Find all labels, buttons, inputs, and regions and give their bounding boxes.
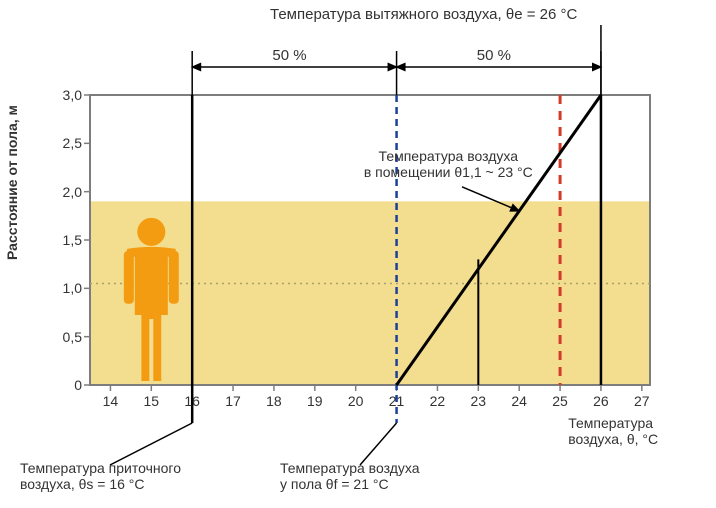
- x-tick-label: 22: [422, 393, 452, 409]
- y-tick-label: 0,5: [42, 329, 82, 345]
- x-tick-label: 23: [463, 393, 493, 409]
- x-tick-label: 16: [177, 393, 207, 409]
- x-tick-label: 20: [341, 393, 371, 409]
- room-temp-label: Температура воздухав помещении θ1,1 ~ 23…: [364, 148, 533, 180]
- y-tick-label: 2,0: [42, 184, 82, 200]
- y-tick-label: 0: [42, 377, 82, 393]
- x-tick-label: 19: [300, 393, 330, 409]
- x-tick-label: 26: [586, 393, 616, 409]
- leader-supply: [110, 423, 192, 465]
- y-tick-label: 2,5: [42, 135, 82, 151]
- x-tick-label: 25: [545, 393, 575, 409]
- y-axis-label: Расстояние от пола, м: [4, 105, 20, 260]
- y-tick-label: 3,0: [42, 87, 82, 103]
- y-tick-label: 1,0: [42, 280, 82, 296]
- exhaust-title: Температура вытяжного воздуха, θe = 26 °…: [270, 6, 577, 23]
- x-tick-label: 24: [504, 393, 534, 409]
- x-tick-label: 21: [382, 393, 412, 409]
- span-left-label: 50 %: [272, 47, 306, 64]
- y-tick-label: 1,5: [42, 232, 82, 248]
- x-tick-label: 15: [136, 393, 166, 409]
- x-tick-label: 18: [259, 393, 289, 409]
- leader-floor: [360, 423, 397, 465]
- x-tick-label: 14: [95, 393, 125, 409]
- x-axis-label: Температуравоздуха, θ, °C: [568, 415, 658, 447]
- ventilation-temperature-chart: Расстояние от пола, м 0 0,5 1,0 1,5 2,0 2,5 3,0…: [0, 0, 716, 508]
- x-tick-label: 17: [218, 393, 248, 409]
- supply-label: Температура приточноговоздуха, θs = 16 °…: [20, 460, 181, 492]
- floor-label: Температура воздухау пола θf = 21 °C: [280, 460, 420, 492]
- span-right-label: 50 %: [477, 47, 511, 64]
- x-tick-label: 27: [627, 393, 657, 409]
